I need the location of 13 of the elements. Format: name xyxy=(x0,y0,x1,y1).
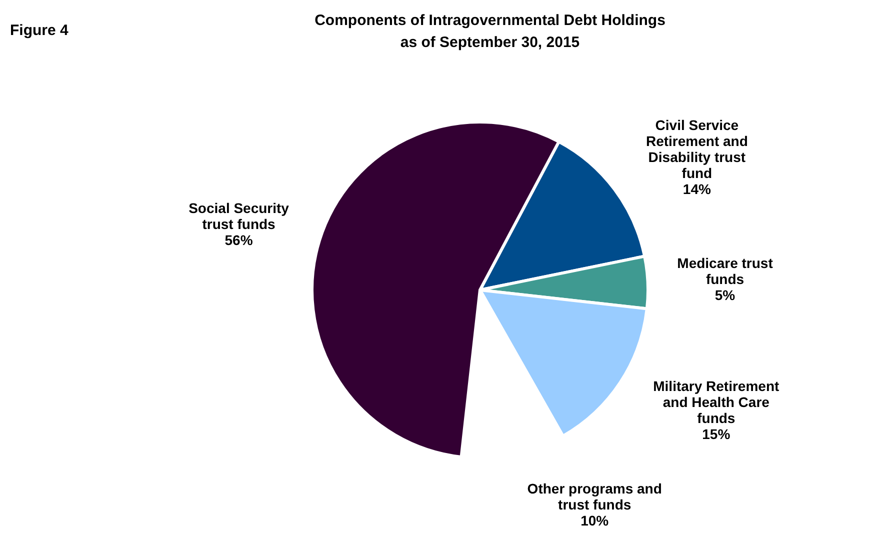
slice-label: Civil Service Retirement and Disability trust fund xyxy=(646,117,748,182)
data-label: 15% xyxy=(702,426,731,442)
chart-title: Components of Intragovernmental Debt Holdings xyxy=(314,12,666,29)
slice-label: Social Security trust funds xyxy=(188,200,290,232)
data-label: 56% xyxy=(224,232,254,248)
slice-label: Military Retirement and Health Care funds xyxy=(653,378,780,426)
slice-label: Medicare trust funds xyxy=(677,255,774,288)
chart-subtitle: as of September 30, 2015 xyxy=(400,34,580,51)
data-label: 5% xyxy=(714,287,736,304)
data-label: 14% xyxy=(682,181,712,198)
slice-label: Other programs and trust funds xyxy=(527,480,662,513)
caption: Figure 4 xyxy=(10,22,69,39)
data-label: 10% xyxy=(580,512,610,529)
